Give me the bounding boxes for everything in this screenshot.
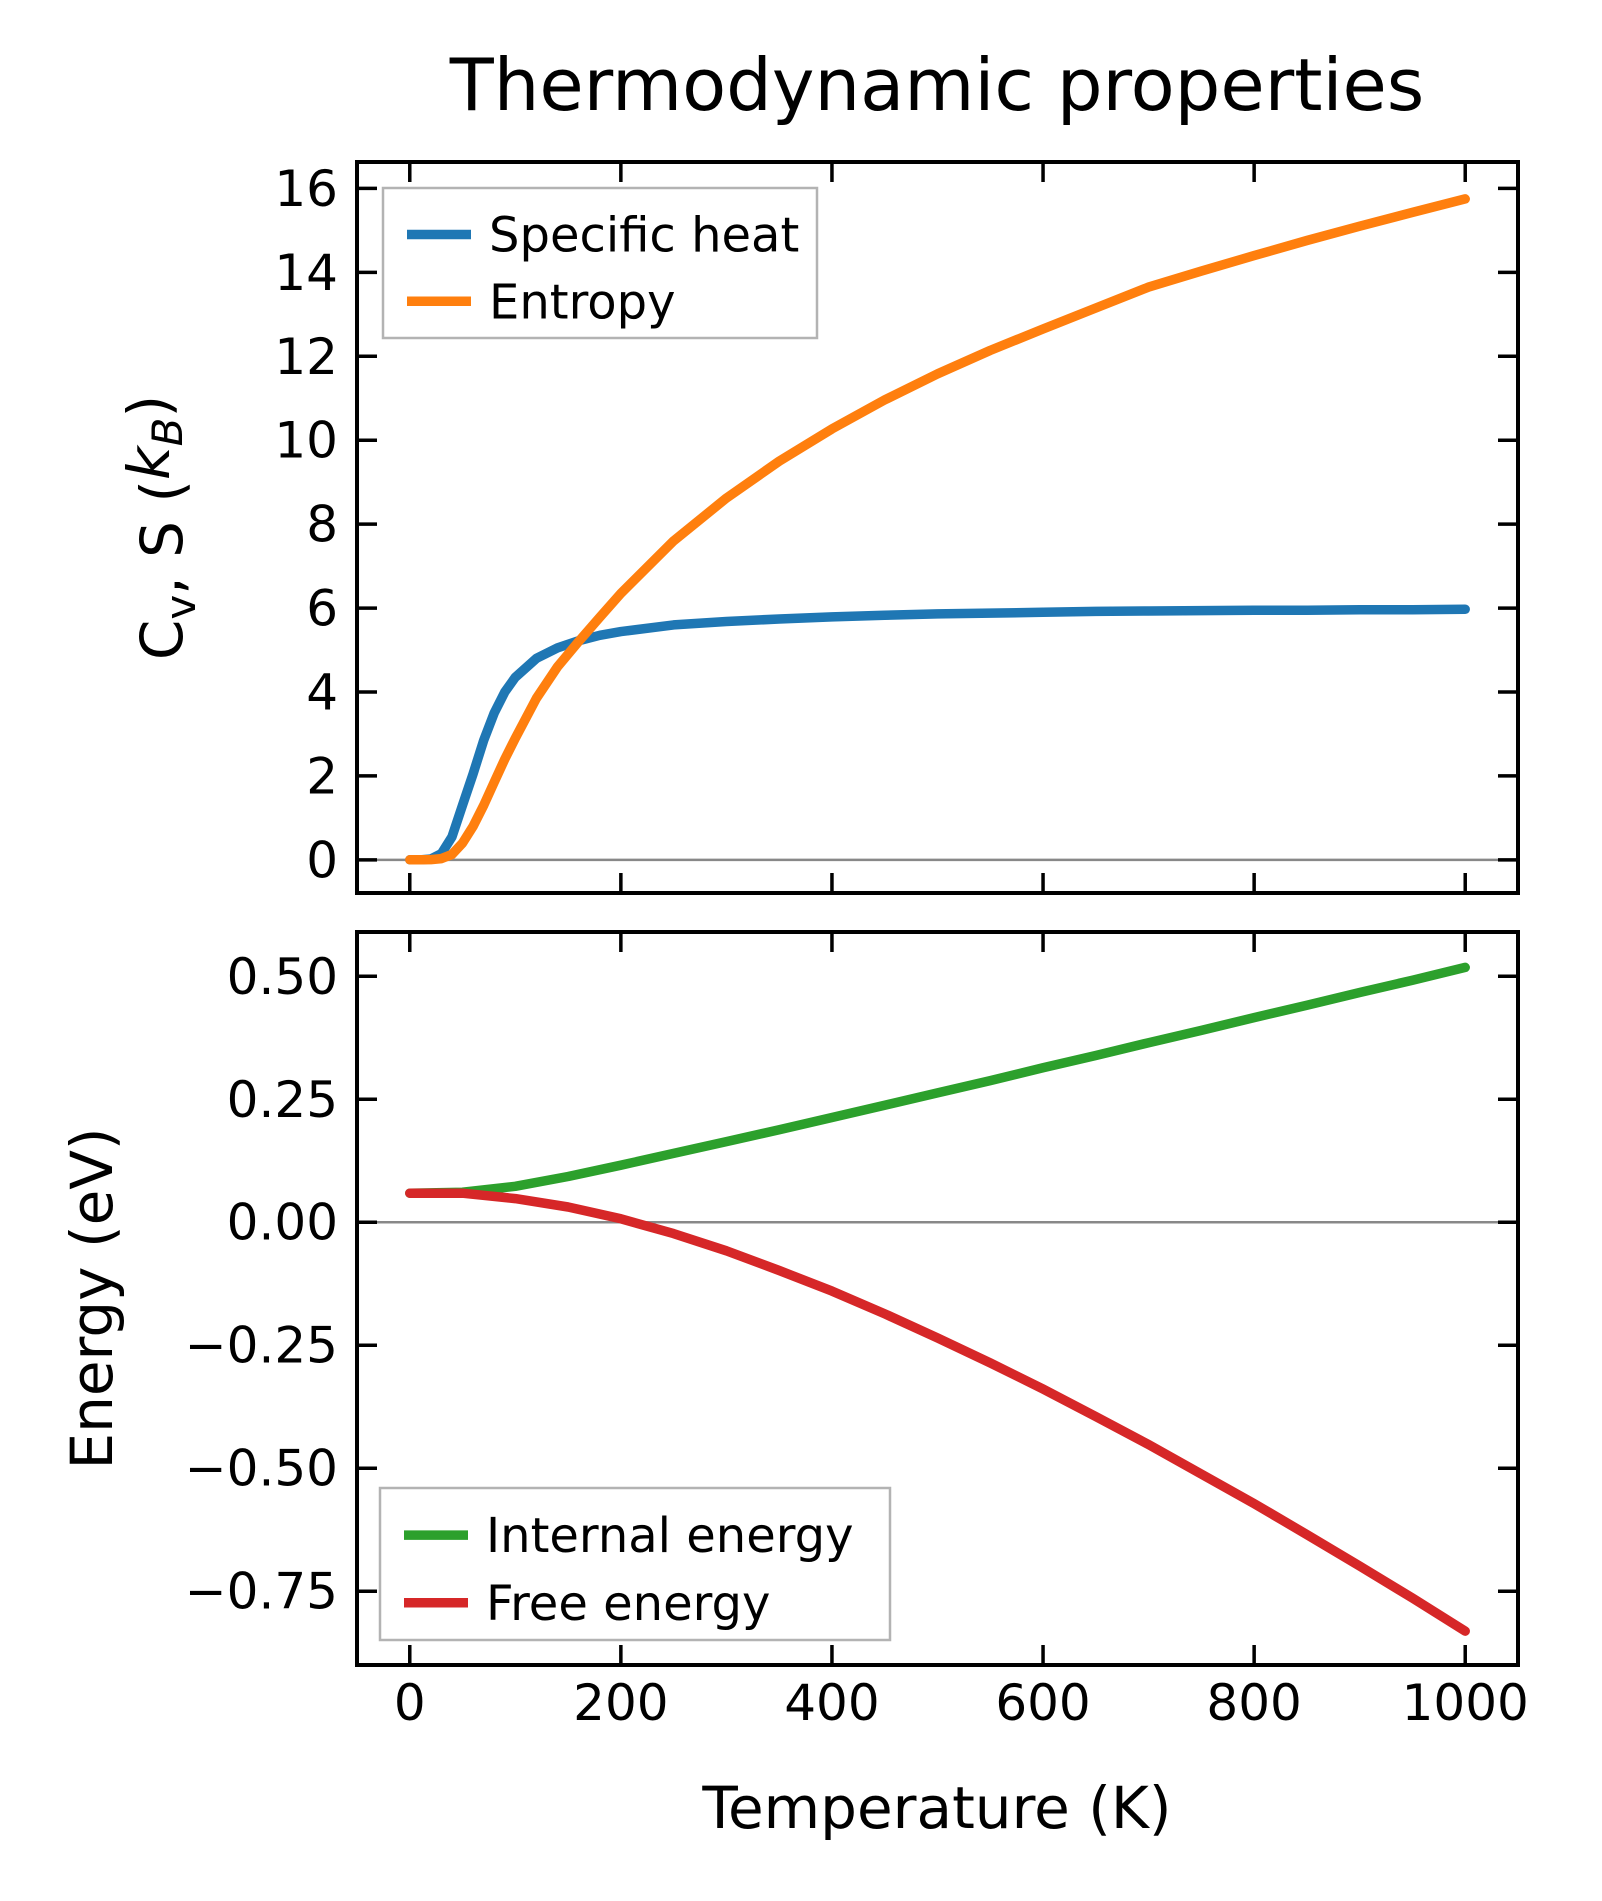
plot-border: [355, 160, 1520, 895]
legend-1: Internal energy Free energy: [378, 1486, 892, 1642]
y-tick-label: −0.75: [185, 1563, 338, 1621]
series-line-specific-heat: [405, 604, 1470, 865]
plots-group: 0 2 4 6 8 10 12 14 16 Specific heat Entropy Cv, S (…: [115, 160, 1529, 1732]
y-tick-label: 8: [306, 496, 338, 554]
series-line-internal-energy: [405, 962, 1470, 1198]
x-tick-label: 800: [1206, 1674, 1301, 1732]
y-tick-label: 12: [274, 328, 338, 386]
subplot-0: 0 2 4 6 8 10 12 14 16 Specific heat Entropy Cv, S (…: [115, 160, 1520, 895]
x-tick-label: 600: [995, 1674, 1090, 1732]
plot-border: [355, 930, 1520, 1667]
y-tick-label: 0: [306, 831, 338, 889]
y-tick-label: 0.50: [227, 948, 338, 1006]
legend-entry-specific-heat: Specific heat: [489, 208, 799, 264]
legend-entry-entropy: Entropy: [489, 274, 676, 330]
y-tick-label: 2: [306, 747, 338, 805]
y-axis-label-energy: Energy (eV): [58, 1127, 126, 1469]
series-line-entropy: [405, 194, 1470, 865]
x-tick-label: 0: [394, 1674, 426, 1732]
y-tick-label: 10: [274, 412, 338, 470]
y-tick-label: 14: [274, 244, 338, 302]
subplot-1: 0 200 400 600 800 1000 0.50 0.25 0.00 −0.25 −0.50 −…: [185, 930, 1529, 1732]
legend-box: [378, 1486, 892, 1642]
series-line-free-energy: [405, 1188, 1470, 1636]
x-axis-label: Temperature (K): [701, 1774, 1171, 1842]
y-axis-label-cv-s: Cv, S (kB): [115, 395, 205, 660]
y-tick-label: 0.25: [227, 1071, 338, 1129]
y-tick-label: 6: [306, 580, 338, 638]
legend-entry-internal-energy: Internal energy: [486, 1508, 854, 1564]
y-tick-label: 0.00: [227, 1194, 338, 1252]
y-tick-label: −0.50: [185, 1440, 338, 1498]
figure-title: Thermodynamic properties: [449, 43, 1425, 127]
x-tick-label: 400: [784, 1674, 879, 1732]
y-tick-label: 4: [306, 663, 338, 721]
y-tick-label: −0.25: [185, 1317, 338, 1375]
x-tick-label: 1000: [1402, 1674, 1529, 1732]
x-tick-label: 200: [573, 1674, 668, 1732]
legend-0: Specific heat Entropy: [381, 186, 819, 340]
legend-box: [381, 186, 819, 340]
legend-entry-free-energy: Free energy: [486, 1576, 770, 1632]
y-tick-label: 16: [274, 160, 338, 218]
